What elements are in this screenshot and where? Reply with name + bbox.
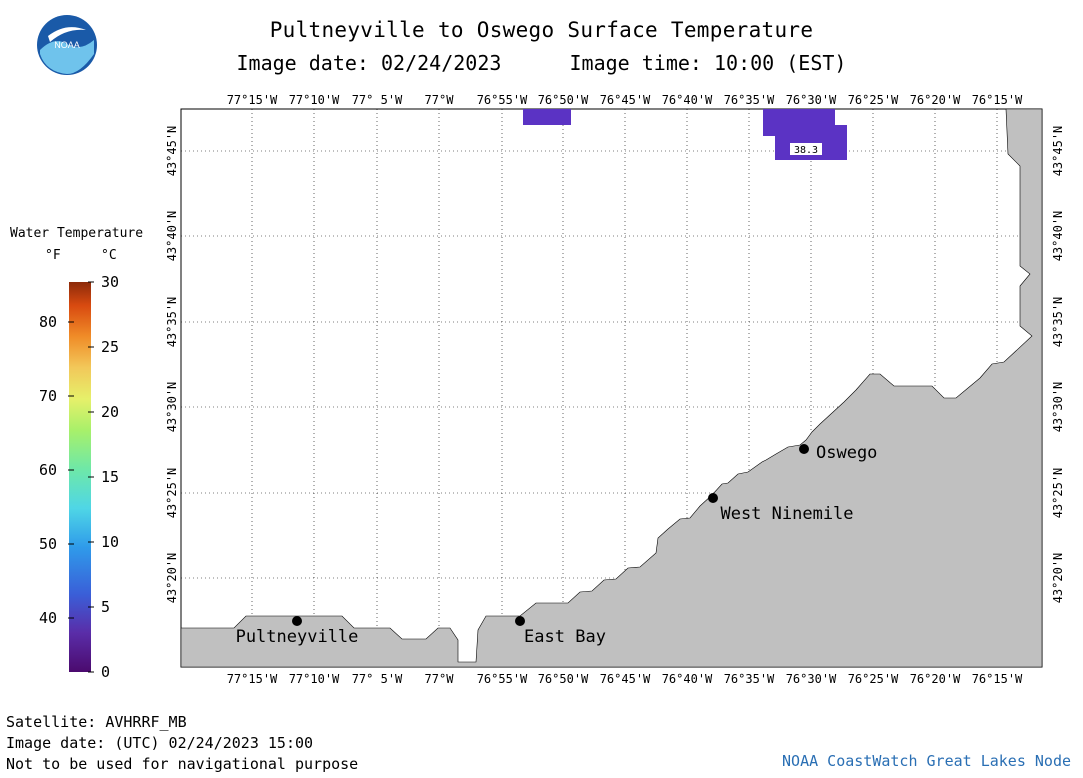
legend-colorbar	[68, 281, 94, 673]
legend-fahrenheit-tick: 70	[39, 387, 58, 405]
longitude-label: 76°50'W	[538, 672, 589, 686]
longitude-label: 76°45'W	[600, 93, 651, 107]
longitude-label: 76°40'W	[662, 93, 713, 107]
legend-fahrenheit-tick: 80	[39, 313, 58, 331]
place-marker	[708, 493, 718, 503]
longitude-label: 76°40'W	[662, 672, 713, 686]
longitude-label: 76°35'W	[724, 672, 775, 686]
longitude-label: 76°45'W	[600, 672, 651, 686]
longitude-label: 76°55'W	[477, 93, 528, 107]
legend-celsius-tick: 10	[101, 533, 120, 551]
latitude-label: 43°40'N	[1051, 211, 1065, 262]
longitude-label: 76°25'W	[848, 672, 899, 686]
water-temp-patch	[523, 109, 571, 125]
image-date: Image date: 02/24/2023	[236, 51, 502, 75]
noaa-logo: NOAA	[37, 15, 97, 75]
legend-unit-f: °F	[45, 248, 61, 263]
longitude-label: 76°50'W	[538, 93, 589, 107]
latitude-label: 43°30'N	[165, 382, 179, 433]
longitude-label: 77° 5'W	[352, 672, 403, 686]
longitude-label: 77°15'W	[227, 672, 278, 686]
longitude-label: 77°10'W	[289, 672, 340, 686]
latitude-label: 43°30'N	[1051, 382, 1065, 433]
satellite-label: Satellite: AVHRRF_MB	[6, 713, 187, 731]
legend-celsius-tick: 25	[101, 338, 120, 356]
latitude-label: 43°45'N	[1051, 126, 1065, 177]
map-title: Pultneyville to Oswego Surface Temperatu…	[269, 18, 814, 42]
temperature-label-box	[790, 143, 822, 155]
latitude-label: 43°35'N	[165, 297, 179, 348]
latitude-label: 43°45'N	[165, 126, 179, 177]
image-time: Image time: 10:00 (EST)	[569, 51, 847, 75]
longitude-label: 76°20'W	[910, 672, 961, 686]
place-marker	[799, 444, 809, 454]
latitude-label: 43°25'N	[1051, 468, 1065, 519]
longitude-label: 76°20'W	[910, 93, 961, 107]
land-area	[180, 108, 1043, 668]
legend-gradient	[69, 282, 91, 672]
place-label: East Bay	[524, 627, 606, 647]
place-label: West Ninemile	[720, 504, 853, 524]
latitude-label: 43°35'N	[1051, 297, 1065, 348]
legend-fahrenheit-tick: 40	[39, 609, 58, 627]
longitude-label: 77°10'W	[289, 93, 340, 107]
noaa-logo-text: NOAA	[54, 40, 80, 50]
place-label: Pultneyville	[236, 627, 359, 647]
credit: NOAA CoastWatch Great Lakes Node	[782, 752, 1071, 770]
image-date-utc: Image date: (UTC) 02/24/2023 15:00	[6, 734, 314, 752]
image-date-time: Image date: 02/24/2023 Image time: 10:00…	[0, 51, 1083, 75]
longitude-label: 77°15'W	[227, 93, 278, 107]
latitude-label: 43°40'N	[165, 211, 179, 262]
legend-fahrenheit-tick: 60	[39, 461, 58, 479]
temperature-label: 38.3	[794, 145, 818, 156]
legend-celsius-tick: 5	[101, 598, 111, 616]
place-marker	[515, 616, 525, 626]
longitude-label: 76°35'W	[724, 93, 775, 107]
legend-fahrenheit-tick: 50	[39, 535, 58, 553]
legend-celsius-tick: 15	[101, 468, 120, 486]
latitude-label: 43°20'N	[1051, 553, 1065, 604]
longitude-label: 76°55'W	[477, 672, 528, 686]
place-marker	[292, 616, 302, 626]
longitude-label: 76°15'W	[972, 672, 1023, 686]
legend-celsius-tick: 30	[101, 273, 120, 291]
longitude-label: 77°W	[425, 93, 455, 107]
disclaimer: Not to be used for navigational purpose	[6, 755, 359, 773]
longitude-label: 77° 5'W	[352, 93, 403, 107]
longitude-label: 76°30'W	[786, 93, 837, 107]
longitude-label: 77°W	[425, 672, 455, 686]
latitude-label: 43°25'N	[165, 468, 179, 519]
legend-unit-c: °C	[101, 248, 117, 263]
longitude-label: 76°15'W	[972, 93, 1023, 107]
legend-celsius-tick: 20	[101, 403, 120, 421]
legend-celsius-tick: 0	[101, 663, 111, 681]
longitude-label: 76°30'W	[786, 672, 837, 686]
latitude-label: 43°20'N	[165, 553, 179, 604]
place-label: Oswego	[816, 443, 877, 463]
legend-title: Water Temperature	[10, 226, 144, 241]
longitude-label: 76°25'W	[848, 93, 899, 107]
